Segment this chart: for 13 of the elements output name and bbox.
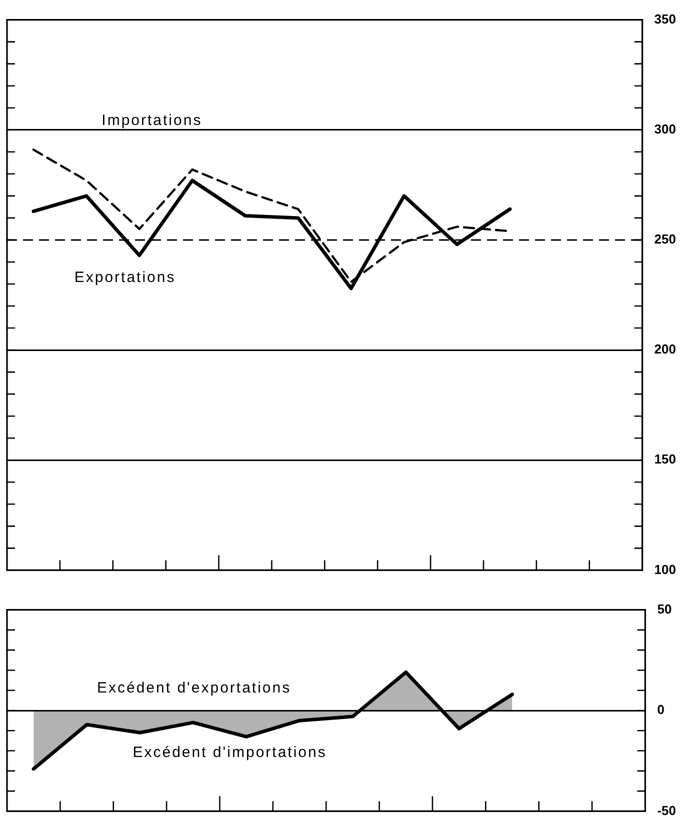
y-tick-label: 350 bbox=[654, 11, 676, 26]
y-tick-label: 150 bbox=[654, 452, 676, 467]
y-tick-label: 0 bbox=[657, 702, 664, 718]
text: Importations bbox=[102, 112, 202, 130]
series-label: Exportations bbox=[74, 269, 176, 286]
y-tick-label: -50 bbox=[657, 802, 676, 818]
annotation: Excédent d'importations bbox=[132, 744, 327, 761]
y-tick-label: 300 bbox=[654, 121, 676, 136]
annotation: Excédent d'exportations bbox=[96, 679, 292, 696]
y-tick-label: 250 bbox=[654, 232, 676, 247]
y-tick-label: 200 bbox=[654, 342, 676, 357]
y-tick-label: 100 bbox=[654, 562, 676, 577]
y-tick-label: 50 bbox=[657, 601, 672, 616]
